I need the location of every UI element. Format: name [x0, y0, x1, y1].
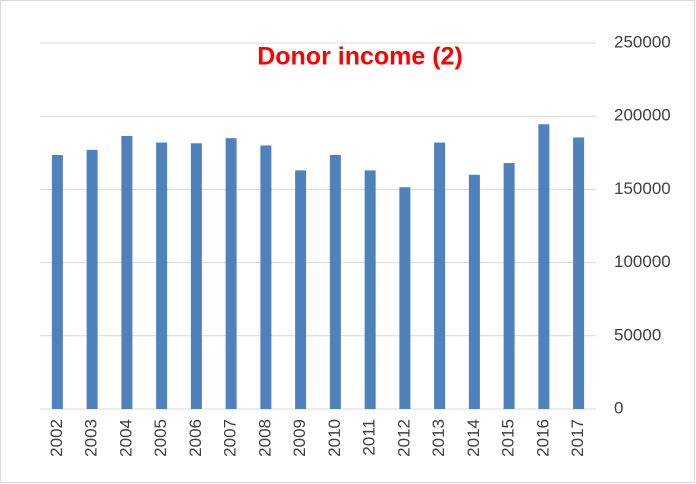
- x-tick-label: 2007: [221, 419, 240, 457]
- bar: [573, 137, 585, 410]
- bar: [225, 138, 237, 409]
- bar: [468, 174, 480, 409]
- y-tick-label: 50000: [614, 325, 661, 344]
- x-tick-label: 2011: [360, 419, 379, 456]
- y-tick-label: 250000: [614, 32, 671, 51]
- bar: [51, 154, 63, 409]
- x-tick-label: 2005: [151, 419, 170, 457]
- bar: [295, 170, 307, 409]
- y-tick-label: 100000: [614, 252, 671, 271]
- bar: [399, 187, 411, 409]
- x-tick-label: 2004: [116, 419, 135, 457]
- x-tick-label: 2002: [47, 419, 66, 457]
- bar: [86, 149, 98, 409]
- y-tick-label: 150000: [614, 179, 671, 198]
- x-tick-label: 2015: [499, 419, 518, 457]
- bar: [190, 143, 202, 409]
- bar: [503, 163, 515, 409]
- x-tick-label: 2017: [568, 419, 587, 457]
- chart-title: Donor income (2): [257, 43, 463, 71]
- bar: [364, 170, 376, 409]
- bar: [538, 124, 550, 409]
- bar: [434, 142, 446, 409]
- x-tick-label: 2006: [186, 419, 205, 457]
- x-tick-label: 2014: [464, 419, 483, 457]
- bar: [329, 154, 341, 409]
- x-tick-label: 2008: [255, 419, 274, 457]
- x-tick-label: 2003: [82, 419, 101, 457]
- y-tick-label: 200000: [614, 106, 671, 125]
- bar: [156, 142, 168, 409]
- x-tick-label: 2010: [325, 419, 344, 457]
- bar: [260, 145, 272, 410]
- y-tick-label: 0: [614, 398, 623, 417]
- x-tick-label: 2012: [394, 419, 413, 457]
- x-tick-label: 2009: [290, 419, 309, 457]
- x-tick-label: 2016: [533, 419, 552, 457]
- bar: [121, 135, 133, 410]
- x-tick-label: 2013: [429, 419, 448, 457]
